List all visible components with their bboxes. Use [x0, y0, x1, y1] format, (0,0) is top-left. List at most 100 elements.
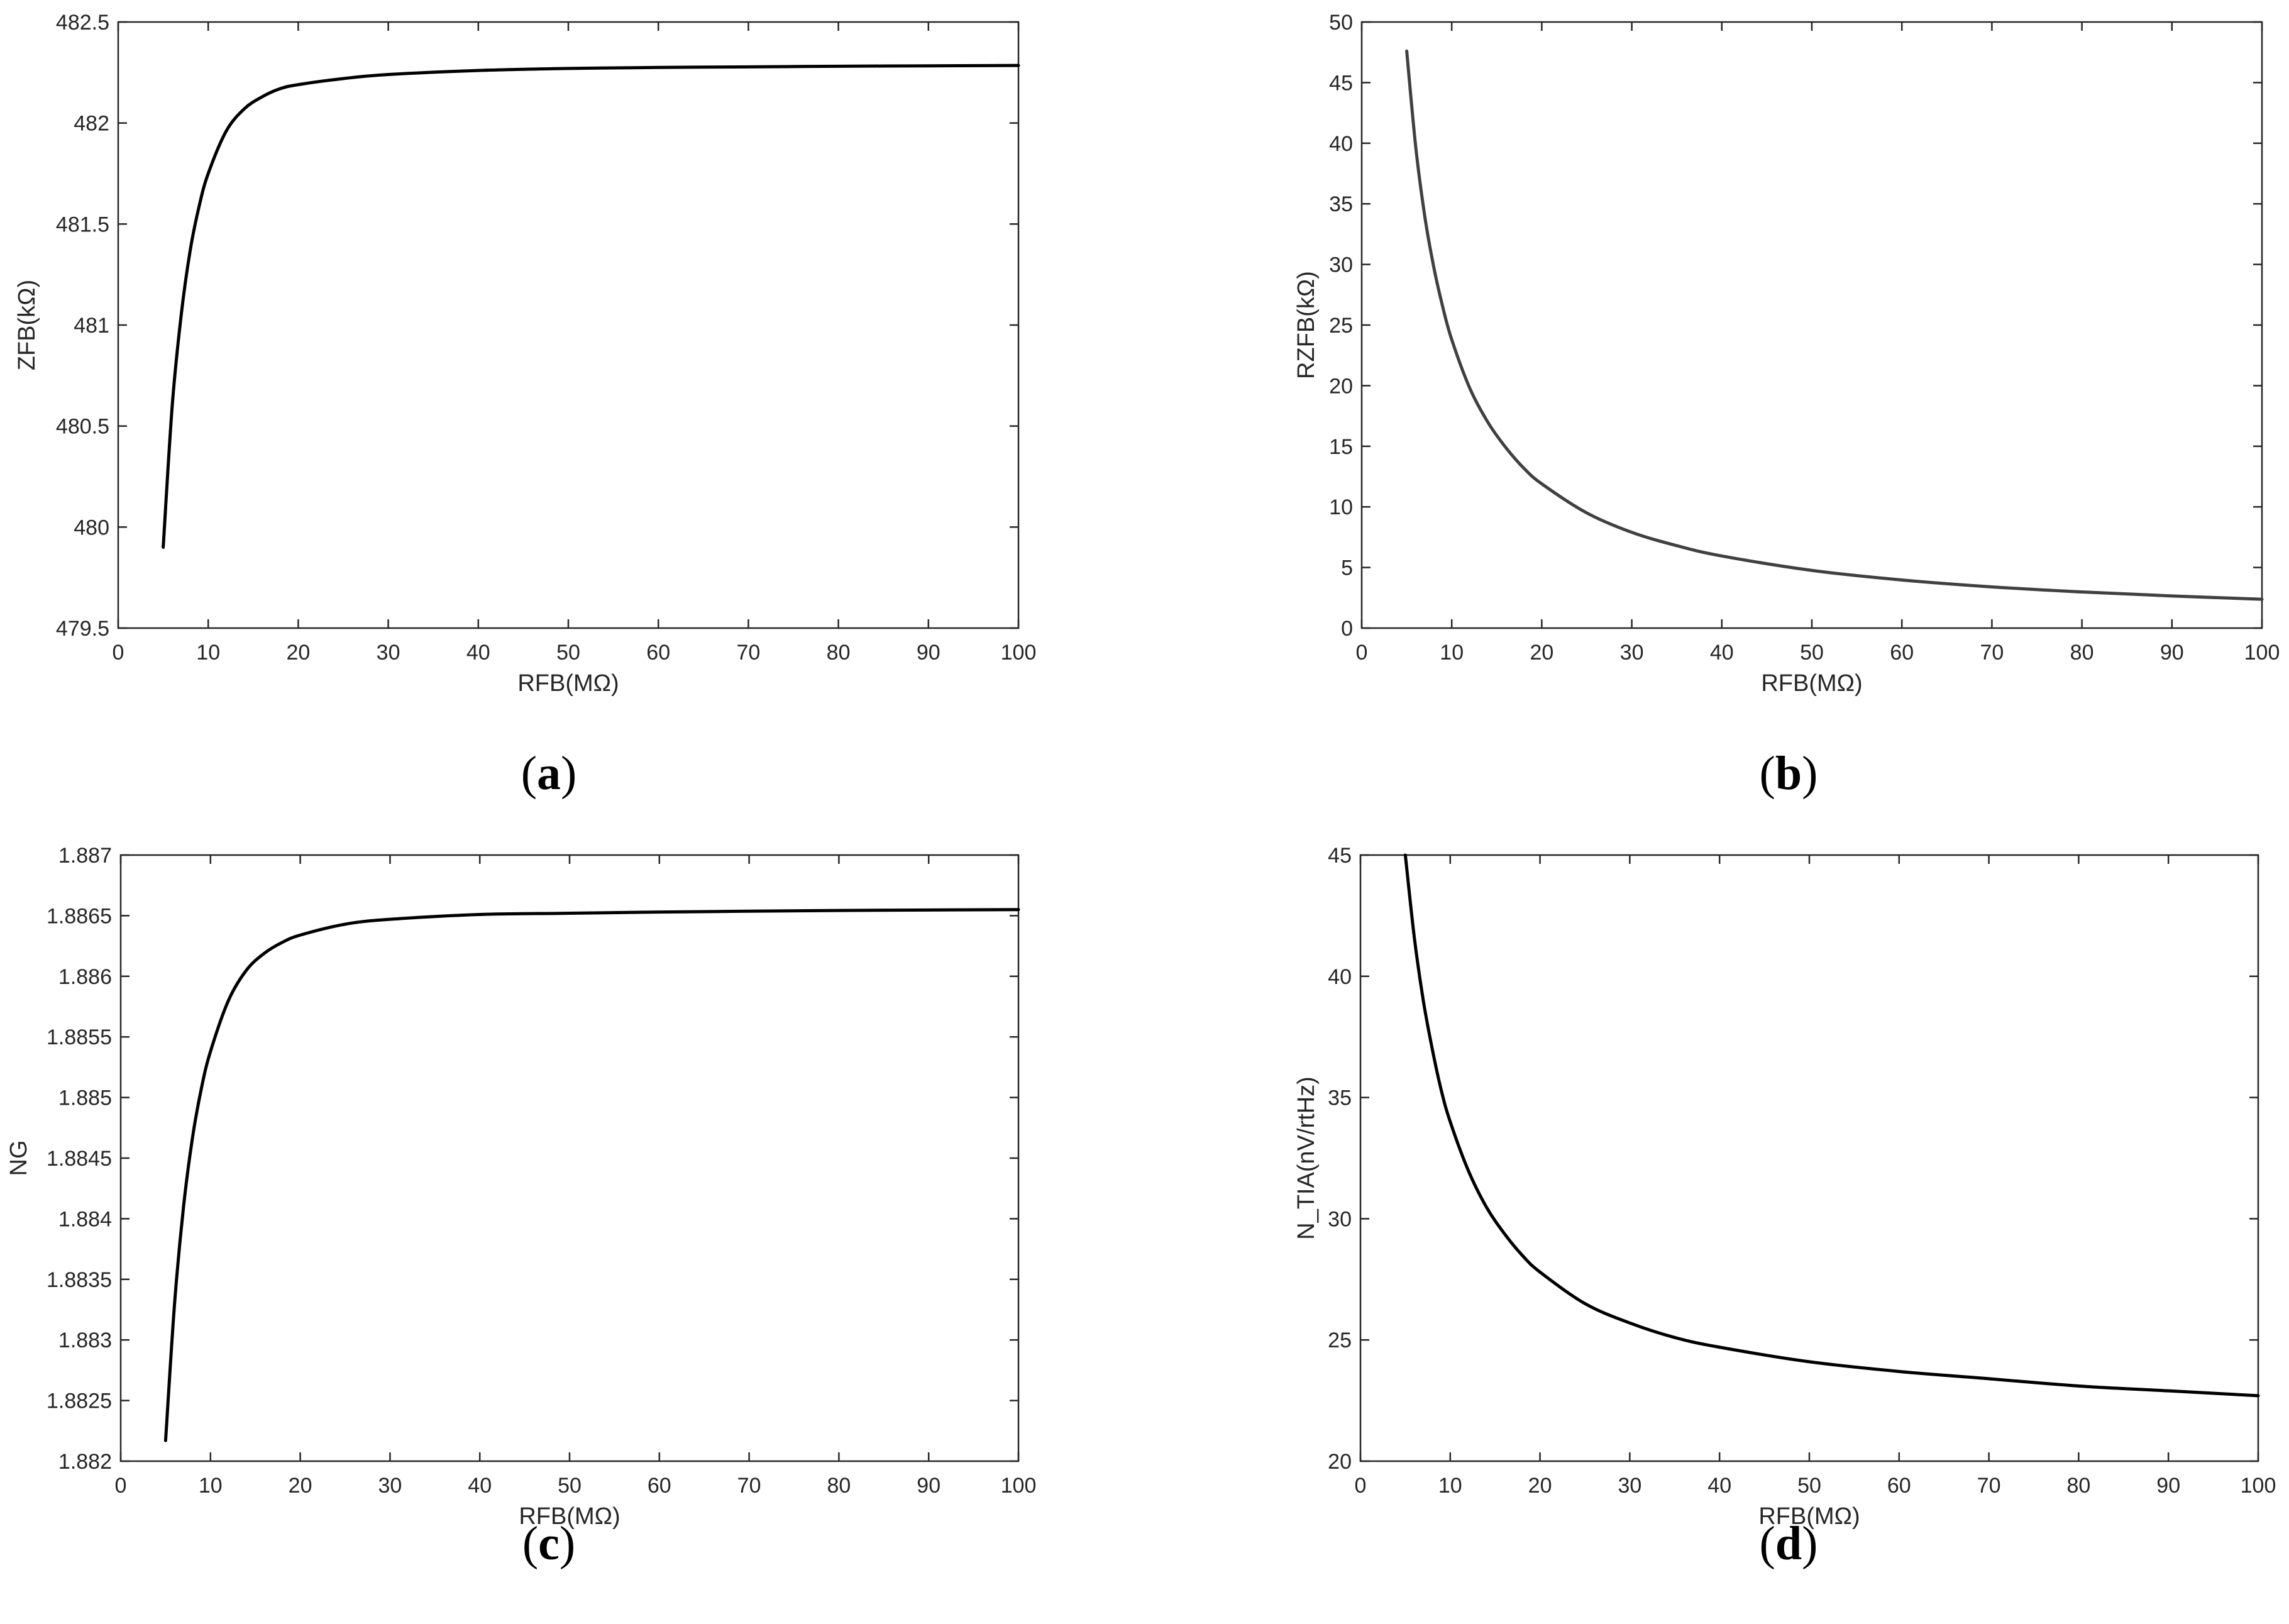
x-tick-label: 30 [377, 641, 400, 665]
chart-panel-b: 0 10 20 30 40 50 60 70 80 90 100 0 5 10 15 20 25 30 35 40 45… [1293, 11, 2280, 800]
y-tick-label: 480 [74, 516, 109, 539]
series-line-c [163, 908, 1020, 1442]
x-tick-label: 40 [1710, 641, 1734, 665]
chart-panel-a: 0 10 20 30 40 50 60 70 80 90 100 479.5 480 480.5 481 48… [14, 11, 1036, 800]
x-tick-label: 40 [1707, 1474, 1731, 1498]
chart-panel-c: 0 10 20 30 40 50 60 70 80 90 100 1.882 1.8825 1.883 1.… [6, 844, 1036, 1570]
x-tick-label: 0 [1355, 1474, 1367, 1498]
x-tick-label: 70 [737, 1474, 761, 1498]
x-tick-label: 80 [2066, 1474, 2090, 1498]
x-axis-label: RFB(MΩ) [1758, 1503, 1860, 1530]
series-line-b [1405, 49, 2264, 601]
x-tick-label: 0 [115, 1474, 127, 1498]
x-tick-label: 10 [1438, 1474, 1462, 1498]
y-tick-label: 1.885 [58, 1086, 112, 1110]
y-tick-label: 25 [1329, 314, 1353, 338]
y-tick-label: 40 [1329, 132, 1353, 156]
x-tick-label: 50 [1800, 641, 1824, 665]
y-axis-label: N_TIA(nV/rtHz) [1293, 1076, 1320, 1240]
x-axis-label: RFB(MΩ) [517, 670, 619, 697]
plot-frame-a [117, 21, 1020, 629]
y-axis-label: NG [6, 1141, 32, 1176]
panel-caption-c: (c) [522, 1517, 575, 1570]
y-axis-label: ZFB(kΩ) [14, 280, 40, 371]
x-tick-label: 20 [286, 641, 310, 665]
x-tick-label: 80 [827, 1474, 851, 1498]
y-tick-label: 480.5 [56, 415, 109, 439]
y-tick-label: 40 [1328, 965, 1352, 989]
x-tick-label: 20 [289, 1474, 312, 1498]
plot-frame-d [1359, 854, 2259, 1462]
x-tick-label: 40 [468, 1474, 492, 1498]
y-tick-label: 1.8855 [47, 1025, 112, 1049]
y-tick-label: 1.882 [58, 1450, 112, 1474]
x-tick-label: 20 [1530, 641, 1553, 665]
y-tick-label: 1.8845 [47, 1147, 112, 1171]
y-tick-label: 30 [1328, 1207, 1352, 1231]
x-tick-label: 60 [1887, 1474, 1911, 1498]
x-tick-label: 100 [1001, 1474, 1037, 1498]
y-tick-label: 45 [1329, 71, 1353, 95]
x-tick-label: 90 [2156, 1474, 2180, 1498]
x-tick-label: 60 [646, 641, 670, 665]
y-tick-label: 20 [1329, 374, 1353, 398]
x-axis-label: RFB(MΩ) [519, 1503, 620, 1530]
panel-caption-b: (b) [1760, 747, 1818, 800]
x-tick-label: 50 [556, 641, 580, 665]
x-tick-label: 70 [736, 641, 760, 665]
x-tick-label: 90 [917, 641, 940, 665]
plot-frame-b [1360, 21, 2263, 629]
x-tick-label: 10 [1440, 641, 1464, 665]
x-tick-label: 90 [2160, 641, 2184, 665]
x-tick-label: 100 [2241, 1474, 2276, 1498]
x-tick-label: 90 [917, 1474, 940, 1498]
x-tick-label: 70 [1980, 641, 2004, 665]
y-tick-label: 481 [74, 314, 109, 338]
x-tick-label: 10 [196, 641, 220, 665]
y-tick-label: 1.887 [58, 844, 112, 868]
y-tick-label: 482.5 [56, 11, 109, 35]
x-tick-label: 30 [1618, 1474, 1641, 1498]
y-tick-label: 30 [1329, 253, 1353, 277]
x-tick-label: 50 [1797, 1474, 1821, 1498]
x-tick-label: 70 [1977, 1474, 2001, 1498]
x-axis-label: RFB(MΩ) [1761, 670, 1862, 697]
x-tick-label: 0 [1356, 641, 1368, 665]
y-tick-label: 481.5 [56, 213, 109, 236]
panel-caption-a: (a) [521, 747, 577, 800]
y-tick-label: 35 [1328, 1086, 1352, 1110]
x-tick-label: 100 [2244, 641, 2280, 665]
y-tick-label: 20 [1328, 1450, 1352, 1474]
x-tick-label: 60 [1890, 641, 1914, 665]
series-line-d [1403, 853, 2260, 1398]
x-tick-label: 0 [113, 641, 124, 665]
y-tick-label: 479.5 [56, 617, 109, 641]
y-tick-label: 35 [1329, 192, 1353, 216]
y-tick-label: 5 [1341, 556, 1353, 580]
x-tick-label: 10 [199, 1474, 223, 1498]
chart-panel-d: 0 10 20 30 40 50 60 70 80 90 100 20 25 30 35 40 45 RFB(MΩ… [1293, 844, 2276, 1570]
x-tick-label: 50 [558, 1474, 582, 1498]
x-tick-label: 40 [466, 641, 490, 665]
y-tick-label: 482 [74, 112, 109, 136]
y-tick-label: 10 [1329, 495, 1353, 519]
x-tick-label: 100 [1001, 641, 1037, 665]
y-tick-label: 15 [1329, 435, 1353, 459]
y-tick-label: 1.884 [58, 1207, 112, 1231]
y-tick-label: 1.8835 [47, 1268, 112, 1292]
plot-frame-c [119, 854, 1020, 1462]
y-tick-label: 0 [1341, 617, 1353, 641]
y-tick-label: 50 [1329, 11, 1353, 35]
x-tick-label: 60 [648, 1474, 671, 1498]
x-tick-label: 30 [1620, 641, 1644, 665]
x-tick-label: 80 [827, 641, 851, 665]
y-tick-label: 1.8865 [47, 904, 112, 928]
y-tick-label: 45 [1328, 844, 1352, 868]
x-tick-label: 80 [2070, 641, 2094, 665]
x-tick-label: 30 [378, 1474, 402, 1498]
series-line-a [162, 64, 1020, 549]
y-tick-label: 1.883 [58, 1328, 112, 1352]
y-tick-label: 1.8825 [47, 1389, 112, 1413]
x-tick-label: 20 [1528, 1474, 1552, 1498]
